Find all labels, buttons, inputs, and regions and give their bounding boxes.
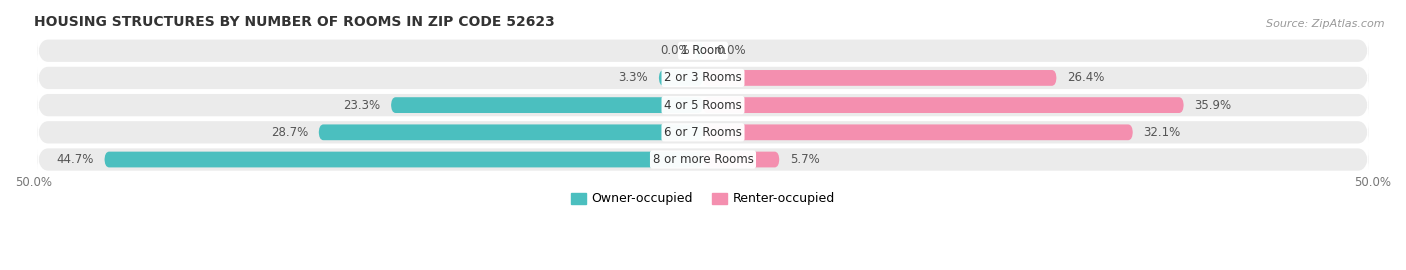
Text: 32.1%: 32.1% (1143, 126, 1181, 139)
Text: 23.3%: 23.3% (343, 99, 380, 112)
FancyBboxPatch shape (659, 70, 703, 86)
Text: 35.9%: 35.9% (1195, 99, 1232, 112)
Text: 0.0%: 0.0% (717, 44, 747, 57)
Legend: Owner-occupied, Renter-occupied: Owner-occupied, Renter-occupied (565, 187, 841, 210)
FancyBboxPatch shape (696, 43, 703, 59)
Text: 6 or 7 Rooms: 6 or 7 Rooms (664, 126, 742, 139)
FancyBboxPatch shape (703, 124, 1133, 140)
FancyBboxPatch shape (38, 148, 1368, 171)
FancyBboxPatch shape (38, 67, 1368, 89)
Text: Source: ZipAtlas.com: Source: ZipAtlas.com (1267, 19, 1385, 29)
FancyBboxPatch shape (391, 97, 703, 113)
FancyBboxPatch shape (703, 152, 779, 167)
FancyBboxPatch shape (38, 40, 1368, 62)
Text: 5.7%: 5.7% (790, 153, 820, 166)
FancyBboxPatch shape (38, 94, 1368, 116)
Text: 26.4%: 26.4% (1067, 71, 1105, 85)
FancyBboxPatch shape (38, 121, 1368, 143)
Text: 8 or more Rooms: 8 or more Rooms (652, 153, 754, 166)
Text: 4 or 5 Rooms: 4 or 5 Rooms (664, 99, 742, 112)
FancyBboxPatch shape (703, 97, 1184, 113)
Text: 28.7%: 28.7% (271, 126, 308, 139)
Text: 2 or 3 Rooms: 2 or 3 Rooms (664, 71, 742, 85)
FancyBboxPatch shape (703, 70, 1056, 86)
Text: HOUSING STRUCTURES BY NUMBER OF ROOMS IN ZIP CODE 52623: HOUSING STRUCTURES BY NUMBER OF ROOMS IN… (34, 15, 554, 29)
FancyBboxPatch shape (104, 152, 703, 167)
FancyBboxPatch shape (703, 43, 710, 59)
Text: 44.7%: 44.7% (56, 153, 94, 166)
Text: 0.0%: 0.0% (659, 44, 689, 57)
FancyBboxPatch shape (319, 124, 703, 140)
Text: 1 Room: 1 Room (681, 44, 725, 57)
Text: 3.3%: 3.3% (619, 71, 648, 85)
